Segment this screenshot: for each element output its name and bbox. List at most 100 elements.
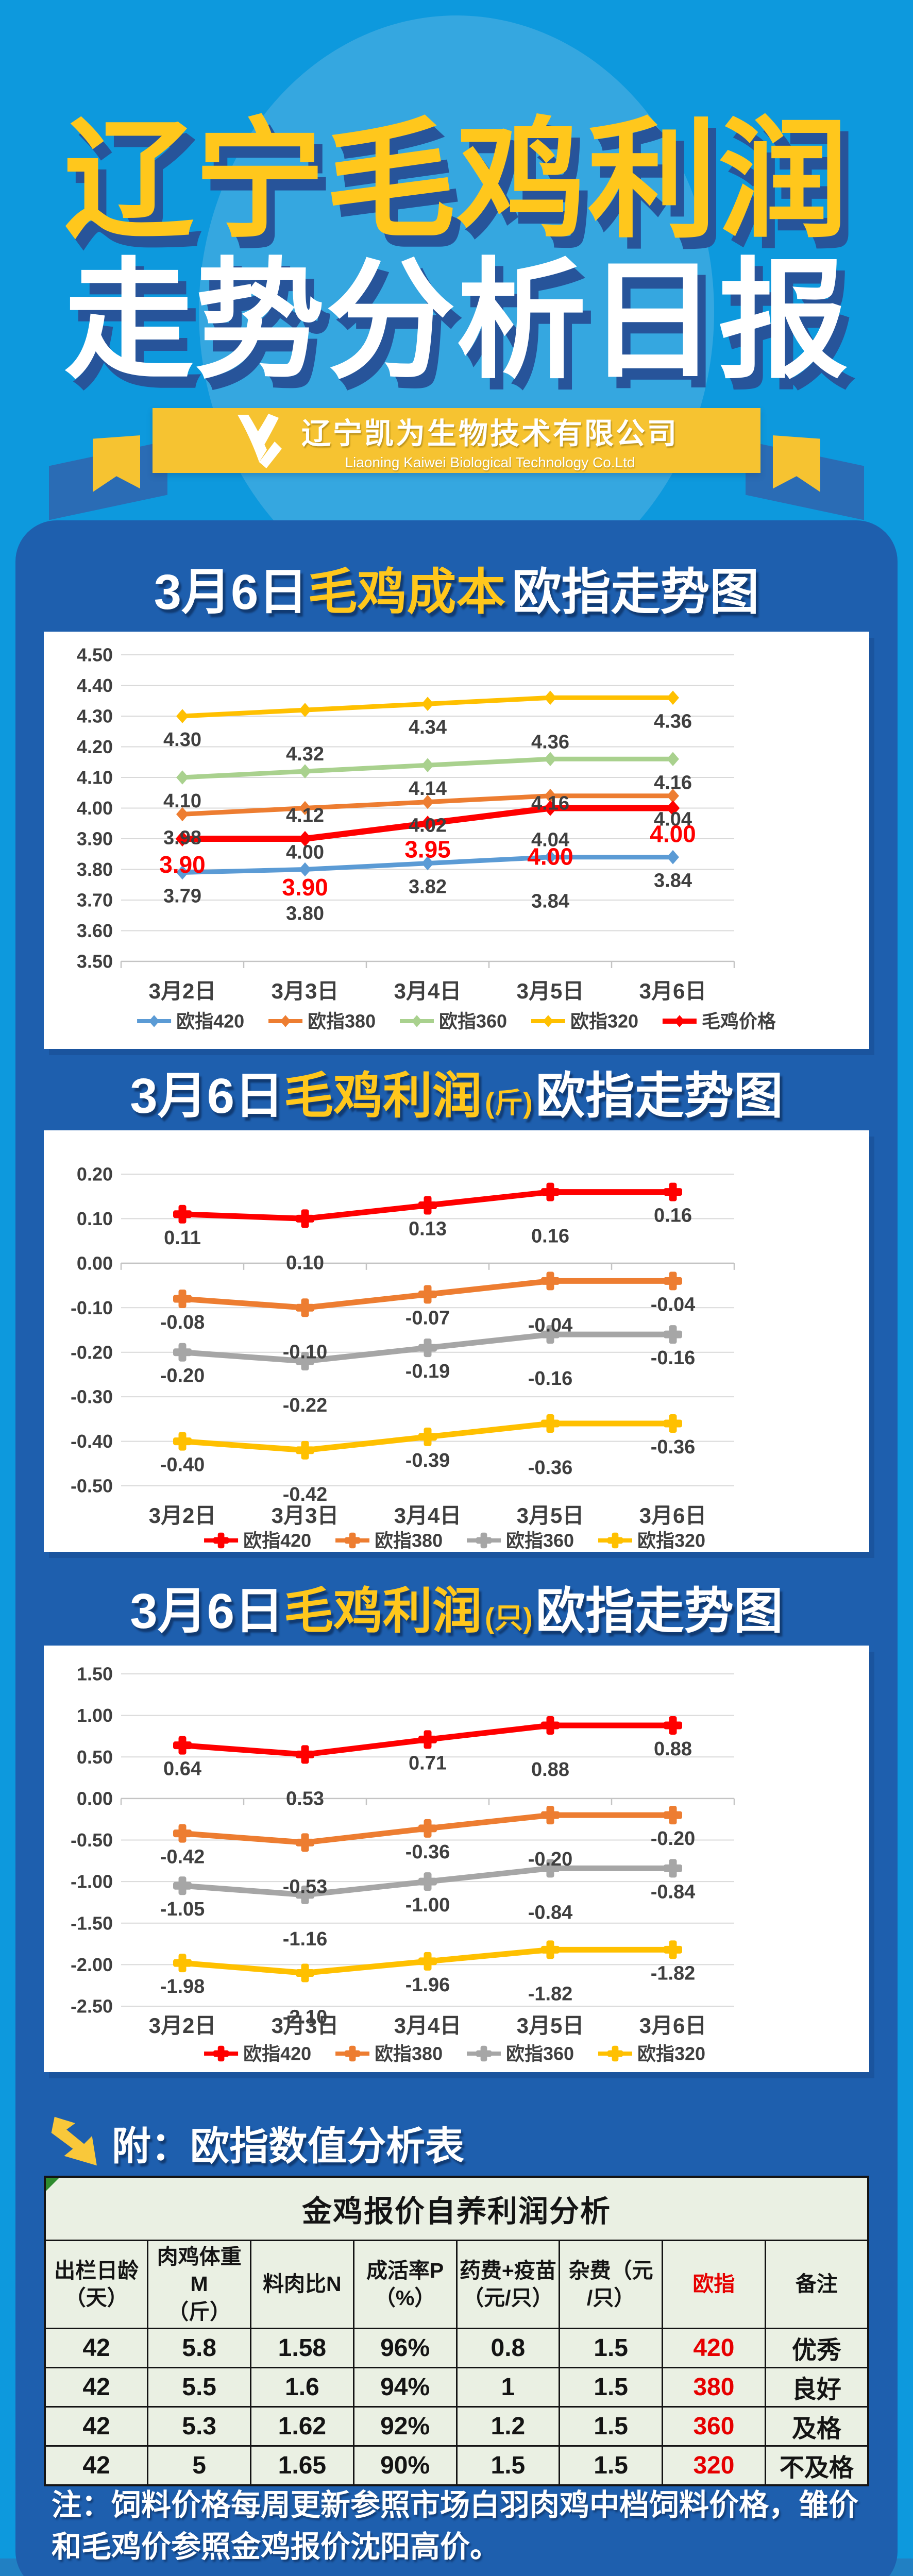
svg-text:-0.22: -0.22 [283,1395,328,1416]
svg-text:欧指420: 欧指420 [176,1011,244,1032]
table-cell: 1.5 [559,2327,663,2368]
svg-text:3.90: 3.90 [159,851,206,878]
table-row: 42 5.8 1.58 96% 0.8 1.5 420 优秀 [44,2327,869,2368]
svg-text:0.00: 0.00 [77,1252,113,1274]
svg-text:-0.04: -0.04 [651,1294,696,1315]
table-cell: 5.5 [147,2366,251,2408]
table-cell: 0.8 [455,2327,561,2368]
svg-text:0.16: 0.16 [654,1205,692,1227]
svg-text:3.80: 3.80 [77,859,113,880]
svg-text:-0.42: -0.42 [160,1846,205,1868]
svg-text:-0.42: -0.42 [283,1484,328,1505]
svg-text:欧指320: 欧指320 [637,2043,705,2064]
svg-text:-0.04: -0.04 [528,1314,573,1336]
section1-date: 3月6日 [154,565,308,620]
svg-text:0.50: 0.50 [77,1747,113,1768]
svg-text:3月4日: 3月4日 [394,1503,462,1528]
analysis-heading-text: 附：欧指数值分析表 [112,2124,464,2168]
svg-text:3月6日: 3月6日 [639,979,707,1003]
svg-text:-0.08: -0.08 [160,1312,205,1333]
cost-trend-chart-card: 4.50 4.40 4.30 4.20 4.10 4.00 3.90 3.80 3.70 3.60… [44,632,869,1049]
company-logo-icon [234,411,286,471]
svg-text:欧指420: 欧指420 [243,1530,311,1551]
table-header-cell: 出栏日龄 （天） [44,2240,149,2329]
table-row: 42 5.3 1.62 92% 1.2 1.5 360 及格 [44,2405,869,2447]
table-cell: 42 [44,2366,149,2408]
svg-text:0.00: 0.00 [77,1788,113,1809]
table-header-cell: 成活率P （%） [352,2240,458,2329]
svg-text:3月5日: 3月5日 [517,2013,584,2038]
svg-text:0.16: 0.16 [531,1226,569,1247]
table-cell: 42 [44,2405,149,2447]
svg-text:4.00: 4.00 [77,798,113,819]
section-title-profit-jin: 3月6日毛鸡利润 (斤)欧指走势图 [0,1070,913,1123]
table-cell: 360 [662,2405,766,2447]
table-header-cell: 肉鸡体重M （斤） [147,2240,251,2329]
svg-text:-2.00: -2.00 [71,1954,113,1975]
section1-topic: 毛鸡成本 [308,565,506,620]
company-name-en: Liaoning Kaiwei Biological Technology Co… [345,454,635,470]
section1-rest: 欧指走势图 [512,565,759,620]
table-header-cell: 杂费（元 /只） [559,2240,663,2329]
svg-text:-2.50: -2.50 [71,1996,113,2017]
top-halo-decoration [199,15,714,608]
analysis-heading: 附：欧指数值分析表 [49,2111,464,2174]
section3-rest: 欧指走势图 [535,1584,783,1639]
svg-text:-0.20: -0.20 [528,1849,573,1870]
svg-text:4.16: 4.16 [654,772,692,793]
svg-text:欧指320: 欧指320 [637,1530,705,1551]
svg-text:-0.16: -0.16 [528,1368,573,1389]
svg-text:-2.10: -2.10 [283,2007,328,2028]
table-cell: 5.3 [147,2405,251,2447]
company-name-block: 辽宁凯为生物技术有限公司 Liaoning Kaiwei Biological … [301,410,679,471]
svg-text:-0.40: -0.40 [160,1454,205,1476]
svg-text:-0.07: -0.07 [405,1307,450,1329]
svg-text:4.36: 4.36 [654,710,692,732]
svg-text:0.71: 0.71 [409,1752,447,1774]
table-cell: 1.65 [250,2445,354,2486]
svg-text:-0.50: -0.50 [71,1476,113,1497]
svg-text:-0.10: -0.10 [283,1341,328,1363]
svg-text:-1.00: -1.00 [405,1894,450,1916]
svg-text:欧指380: 欧指380 [308,1011,376,1032]
main-title-line2: 走势分析日报 [63,249,849,394]
svg-text:3月5日: 3月5日 [517,979,584,1003]
svg-text:0.13: 0.13 [409,1218,447,1240]
table-cell: 1.58 [250,2327,354,2368]
table-header-cell: 药费+疫苗 （元/只） [455,2240,561,2329]
svg-text:-1.50: -1.50 [71,1912,113,1934]
svg-text:3.50: 3.50 [77,951,113,972]
svg-text:1.50: 1.50 [77,1664,113,1685]
table-cell: 1 [455,2366,561,2408]
svg-text:-0.84: -0.84 [528,1902,573,1923]
table-row: 42 5.5 1.6 94% 1 1.5 380 良好 [44,2366,869,2408]
svg-text:欧指320: 欧指320 [570,1011,638,1032]
svg-text:3.90: 3.90 [77,828,113,850]
svg-text:4.04: 4.04 [654,809,692,831]
table-cell: 5 [147,2445,251,2486]
svg-text:4.32: 4.32 [286,743,324,765]
profit-per-jin-svg: 0.20 0.10 0.00 -0.10 -0.20 -0.30 -0.40 -0.50 3月2… [71,1164,735,1551]
analysis-table: 金鸡报价自养利润分析 出栏日龄 （天） 肉鸡体重M （斤） 料肉比N 成活率P （%）… [44,2176,869,2486]
table-cell: 1.2 [455,2405,561,2447]
svg-text:4.30: 4.30 [163,729,201,751]
svg-text:毛鸡价格: 毛鸡价格 [702,1011,776,1032]
svg-text:4.34: 4.34 [409,717,447,738]
analysis-table-title: 金鸡报价自养利润分析 [44,2176,869,2241]
table-cell: 良好 [764,2366,869,2408]
svg-text:0.10: 0.10 [77,1208,113,1229]
table-row: 42 5 1.65 90% 1.5 1.5 320 不及格 [44,2445,869,2486]
table-header-cell: 欧指 [662,2240,766,2329]
profit-per-jin-chart: 0.20 0.10 0.00 -0.10 -0.20 -0.30 -0.40 -0.50 3月2… [44,1130,869,1552]
svg-text:3.79: 3.79 [163,885,201,907]
svg-text:3月3日: 3月3日 [272,979,339,1003]
svg-text:4.00: 4.00 [650,821,696,848]
svg-text:-0.20: -0.20 [71,1342,113,1363]
svg-text:-0.36: -0.36 [651,1436,696,1458]
svg-text:3月3日: 3月3日 [272,2013,339,2038]
svg-text:4.14: 4.14 [409,778,447,800]
table-cell: 42 [44,2445,149,2486]
svg-text:0.64: 0.64 [163,1758,201,1780]
table-cell: 1.5 [559,2445,663,2486]
